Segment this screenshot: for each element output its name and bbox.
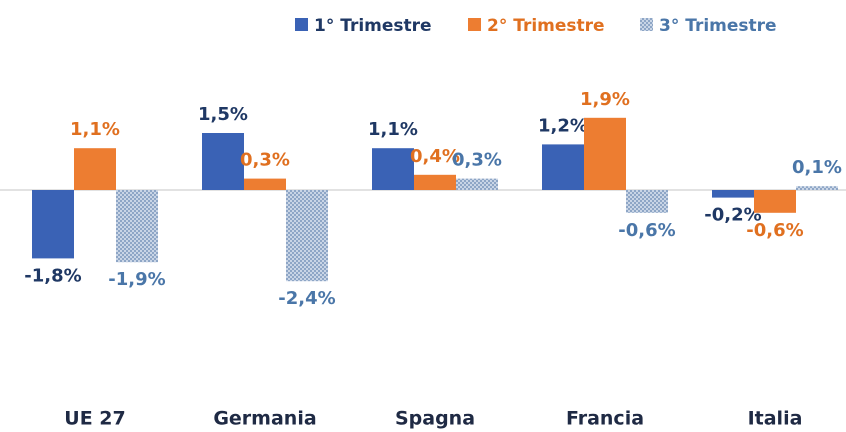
bar — [584, 117, 626, 190]
value-label: 0,3% — [452, 150, 502, 171]
value-label: -2,4% — [278, 288, 335, 309]
legend-swatch — [640, 18, 653, 31]
value-label: 0,4% — [410, 146, 460, 167]
bar — [286, 190, 328, 282]
value-label: -1,9% — [108, 269, 165, 290]
bar — [754, 190, 796, 213]
legend-label: 2° Trimestre — [487, 16, 605, 36]
bar — [626, 190, 668, 213]
value-label: 1,1% — [368, 119, 418, 140]
value-label: 1,5% — [198, 104, 248, 125]
bar — [372, 148, 414, 190]
bar — [456, 178, 498, 190]
bar — [202, 133, 244, 190]
value-label: -1,8% — [24, 265, 81, 286]
bar — [712, 190, 754, 198]
bar — [542, 144, 584, 190]
x-tick-label: Italia — [748, 408, 803, 430]
x-tick-label: Germania — [213, 408, 316, 430]
value-label: -0,6% — [618, 220, 675, 241]
bar — [32, 190, 74, 259]
bar — [414, 174, 456, 190]
legend-swatch — [468, 18, 481, 31]
bar — [796, 186, 838, 190]
value-label: -0,2% — [704, 205, 761, 226]
x-tick-label: Francia — [566, 408, 644, 430]
value-label: 1,1% — [70, 119, 120, 140]
x-tick-label: Spagna — [395, 408, 475, 430]
x-tick-label: UE 27 — [64, 408, 125, 430]
value-label: 1,2% — [538, 115, 588, 136]
value-label: 0,1% — [792, 157, 842, 178]
bar — [244, 178, 286, 190]
value-label: 0,3% — [240, 150, 290, 171]
legend-label: 3° Trimestre — [659, 16, 777, 36]
value-label: -0,6% — [746, 220, 803, 241]
value-label: 1,9% — [580, 89, 630, 110]
legend-label: 1° Trimestre — [314, 16, 432, 36]
bar — [116, 190, 158, 263]
bar — [74, 148, 116, 190]
legend-swatch — [295, 18, 308, 31]
